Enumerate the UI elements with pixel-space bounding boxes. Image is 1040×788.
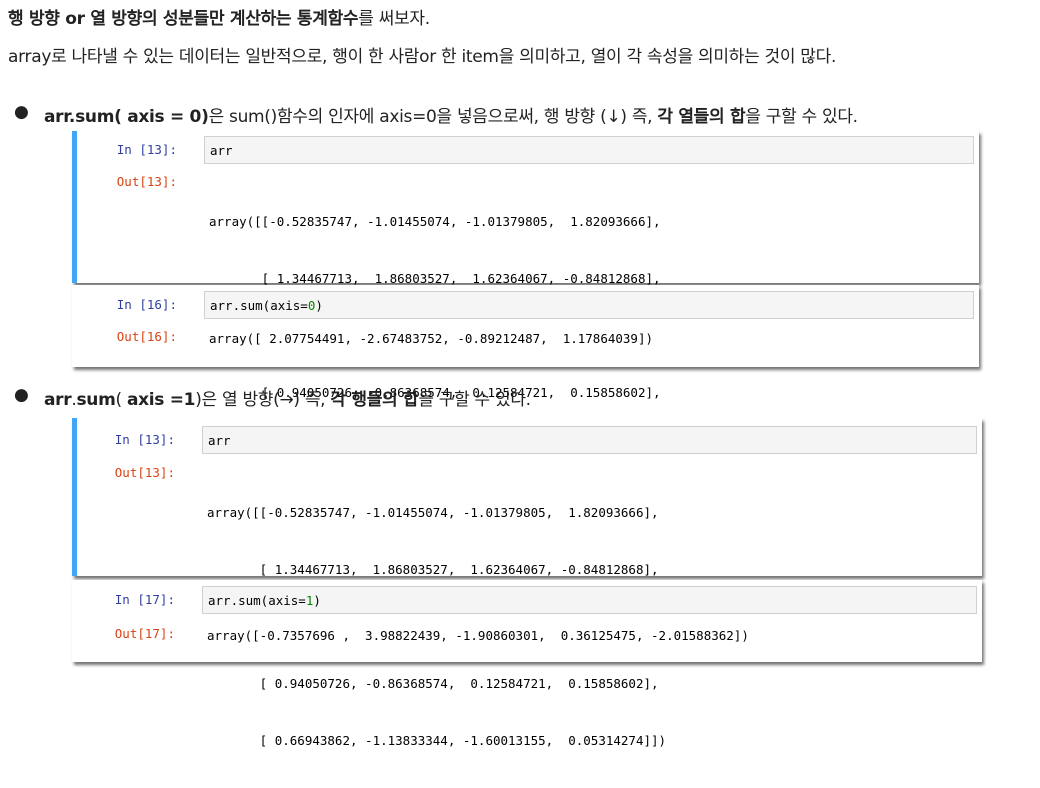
code-text: ) bbox=[313, 593, 321, 608]
intro-title-rest: 를 써보자. bbox=[358, 9, 430, 29]
notebook-cell-in16[interactable]: In [16]: arr.sum(axis=0) Out[16]: array(… bbox=[72, 285, 979, 367]
bullet-axis1-dot: . bbox=[71, 390, 77, 410]
code-text: ) bbox=[315, 298, 323, 313]
notebook-cell-in17[interactable]: In [17]: arr.sum(axis=1) Out[17]: array(… bbox=[72, 580, 982, 662]
bullet-dot-icon: ● bbox=[14, 385, 29, 405]
bullet-axis1-code-c: axis =1 bbox=[126, 390, 196, 410]
bullet-axis1-emph: 각 행들의 합 bbox=[330, 390, 419, 410]
out-prompt: Out[13]: bbox=[116, 174, 177, 189]
code-input[interactable]: arr bbox=[202, 426, 977, 454]
output-line: [ 1.34467713, 1.86803527, 1.62364067, -0… bbox=[207, 562, 659, 577]
bullet-axis1-code-a: arr bbox=[44, 390, 72, 410]
bullet-axis0-text2: 을 구할 수 있다. bbox=[745, 107, 858, 127]
output-line: [ 1.34467713, 1.86803527, 1.62364067, -0… bbox=[209, 271, 661, 286]
bullet-axis0: ● arr.sum( axis = 0)은 sum()함수의 인자에 axis=0… bbox=[14, 102, 858, 127]
bullet-axis0-emph: 각 열들의 합 bbox=[657, 107, 746, 127]
bullet-axis1-text2: 을 구할 수 있다. bbox=[418, 390, 531, 410]
code-text: arr.sum(axis= bbox=[210, 298, 308, 313]
in-prompt: In [17]: bbox=[114, 592, 175, 607]
output-line: [ 0.66943862, -1.13833344, -1.60013155, … bbox=[207, 733, 667, 748]
out-prompt: Out[17]: bbox=[114, 626, 175, 641]
code-number: 0 bbox=[307, 298, 316, 313]
output-line: [ 0.94050726, -0.86368574, 0.12584721, 0… bbox=[207, 676, 659, 691]
output-line: array([[-0.52835747, -1.01455074, -1.013… bbox=[209, 214, 661, 229]
in-prompt: In [13]: bbox=[116, 142, 177, 157]
out-prompt: Out[16]: bbox=[116, 329, 177, 344]
notebook-cell-in13-b[interactable]: In [13]: arr Out[13]: array([[-0.5283574… bbox=[72, 418, 982, 748]
out-prompt: Out[13]: bbox=[114, 465, 175, 480]
code-input[interactable]: arr bbox=[204, 136, 974, 164]
code-number: 1 bbox=[305, 593, 314, 608]
bullet-axis1-code-b: sum bbox=[76, 390, 116, 410]
intro-title-bold: 행 방향 or 열 방향의 성분들만 계산하는 통계함수 bbox=[8, 9, 359, 29]
output-text: array([ 2.07754491, -2.67483752, -0.8921… bbox=[209, 331, 654, 346]
output-text: array([-0.7357696 , 3.98822439, -1.90860… bbox=[207, 628, 749, 643]
code-input[interactable]: arr.sum(axis=1) bbox=[202, 586, 977, 614]
bullet-axis0-text1: 은 sum()함수의 인자에 axis=0을 넣음으로써, 행 방향 (↓) 즉… bbox=[208, 107, 658, 127]
intro-title: 행 방향 or 열 방향의 성분들만 계산하는 통계함수를 써보자. bbox=[8, 4, 430, 29]
bullet-axis0-code: arr.sum( axis = 0) bbox=[44, 107, 209, 127]
output-line: array([[-0.52835747, -1.01455074, -1.013… bbox=[207, 505, 659, 520]
output-line: [ 0.94050726, -0.86368574, 0.12584721, 0… bbox=[209, 385, 661, 400]
bullet-axis1: ● arr.sum( axis =1)은 열 방향(→) 즉, 각 행들의 합을 … bbox=[14, 385, 531, 410]
intro-description: array로 나타낼 수 있는 데이터는 일반적으로, 행이 한 사람or 한 … bbox=[8, 47, 837, 67]
in-prompt: In [16]: bbox=[116, 297, 177, 312]
bullet-axis1-mid: ( bbox=[115, 390, 127, 410]
in-prompt: In [13]: bbox=[114, 432, 175, 447]
code-text: arr.sum(axis= bbox=[208, 593, 306, 608]
notebook-cell-in13-a[interactable]: In [13]: arr Out[13]: array([[-0.5283574… bbox=[72, 131, 979, 457]
bullet-axis1-text1: )은 열 방향(→) 즉, bbox=[195, 390, 331, 410]
bullet-dot-icon: ● bbox=[14, 102, 29, 122]
code-input[interactable]: arr.sum(axis=0) bbox=[204, 291, 974, 319]
